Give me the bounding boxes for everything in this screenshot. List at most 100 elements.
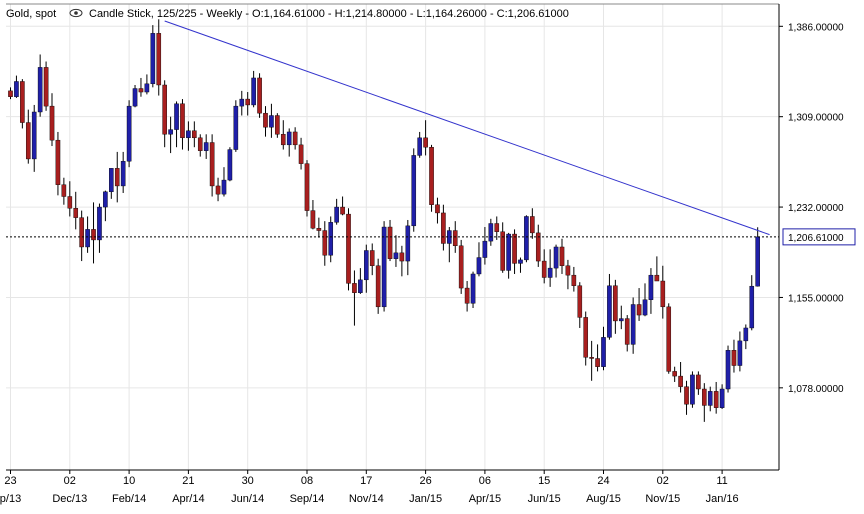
candle-body-up	[743, 327, 749, 342]
trendline	[164, 20, 770, 236]
candle	[239, 90, 245, 116]
candle	[482, 227, 488, 265]
candle-body-down	[114, 168, 120, 187]
candle-body-down	[91, 229, 96, 241]
candle-body-down	[298, 144, 304, 164]
candle-body-down	[595, 358, 600, 367]
candle	[263, 106, 268, 137]
candle-body-down	[559, 246, 565, 266]
candle-body-up	[648, 274, 654, 300]
candle-body-down	[423, 137, 428, 148]
candle	[743, 324, 749, 350]
candle-body-down	[654, 274, 660, 282]
candle	[328, 216, 334, 263]
candle	[233, 100, 239, 152]
candle	[707, 386, 713, 412]
candle-body-down	[322, 230, 328, 256]
candle-body-up	[411, 155, 417, 227]
candle	[577, 282, 583, 328]
candle	[126, 100, 132, 168]
candle-body-up	[221, 179, 227, 195]
candle-body-up	[749, 285, 755, 329]
candle	[666, 303, 672, 374]
candle-body-up	[150, 33, 156, 85]
candle-body-down	[500, 231, 505, 271]
candle-body-down	[494, 223, 500, 232]
candle-body-up	[618, 318, 624, 322]
candle	[25, 109, 31, 164]
candle-body-up	[132, 88, 138, 107]
candle	[530, 208, 535, 239]
candle-body-up	[476, 257, 482, 275]
x-tick-day: 02	[657, 475, 669, 487]
candle	[156, 19, 162, 96]
candle-body-up	[186, 130, 191, 139]
candle-body-up	[690, 374, 695, 405]
candle-body-down	[156, 33, 162, 86]
candle	[702, 383, 707, 422]
candle	[642, 283, 648, 317]
candle	[381, 221, 387, 312]
candle	[618, 305, 624, 330]
candle-body-down	[429, 147, 434, 205]
candle-body-down	[713, 391, 719, 408]
candle-body-up	[482, 240, 488, 258]
x-tick-day: 11	[716, 475, 727, 487]
candle-body-up	[725, 350, 731, 390]
candle-body-down	[624, 318, 630, 345]
x-tick-day: 26	[419, 475, 431, 487]
candle	[109, 168, 114, 199]
candle-body-up	[381, 226, 387, 308]
candle	[613, 279, 618, 334]
candle	[20, 79, 25, 129]
candle-body-down	[43, 67, 49, 107]
candle-body-up	[227, 149, 233, 181]
candle	[215, 177, 221, 202]
candle	[197, 134, 203, 157]
instrument-name: Gold, spot	[6, 8, 56, 20]
candle	[690, 371, 695, 408]
candle	[405, 219, 411, 276]
candle-body-up	[630, 304, 636, 345]
candle-body-down	[684, 386, 689, 405]
candle	[547, 249, 553, 287]
candle-body-down	[535, 232, 541, 262]
x-tick-day: 08	[301, 475, 313, 487]
candle	[298, 137, 304, 170]
candle	[488, 218, 494, 246]
candle	[203, 134, 209, 159]
candle	[447, 227, 452, 263]
candle-body-up	[607, 285, 612, 338]
candle	[411, 148, 417, 232]
candle-body-up	[601, 337, 606, 367]
eye-icon[interactable]	[69, 8, 83, 18]
candle	[358, 268, 363, 294]
candle	[583, 311, 589, 366]
candle-body-up	[328, 222, 334, 256]
x-tick-day: 24	[597, 475, 609, 487]
candles	[8, 19, 760, 422]
overlay	[6, 20, 779, 238]
x-tick-day: 23	[4, 475, 16, 487]
candle	[310, 200, 316, 230]
candle	[162, 80, 167, 148]
candle-body-up	[488, 223, 494, 242]
candle-body-up	[85, 229, 90, 248]
candle-body-up	[97, 206, 102, 241]
candle	[340, 196, 345, 216]
candle-body-down	[565, 265, 571, 276]
candle-body-up	[470, 273, 476, 304]
candle	[678, 362, 683, 393]
candle	[257, 73, 262, 118]
candle	[494, 216, 500, 240]
candle	[441, 204, 446, 251]
last-price-box	[782, 228, 856, 246]
candle	[286, 128, 292, 157]
candle	[14, 75, 19, 98]
candle-body-up	[393, 252, 399, 259]
candle-body-up	[334, 206, 339, 223]
x-tick-day: 06	[479, 475, 491, 487]
candle	[607, 273, 612, 340]
candle	[512, 229, 517, 274]
candle	[275, 113, 280, 138]
